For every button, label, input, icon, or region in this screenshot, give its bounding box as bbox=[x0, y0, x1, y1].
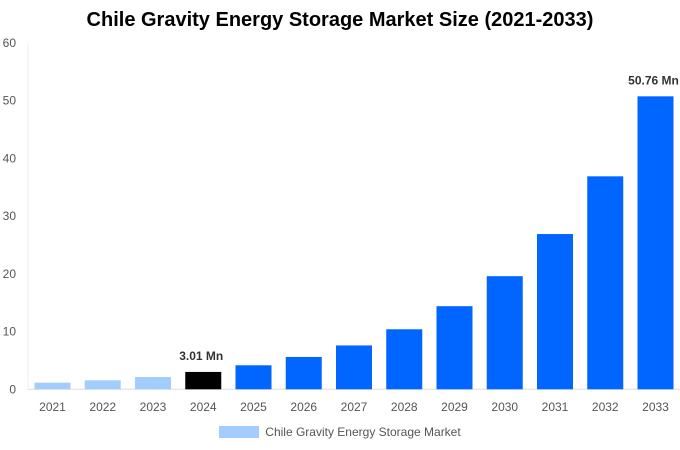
bar-2021 bbox=[34, 382, 71, 390]
bar-2031 bbox=[537, 234, 573, 390]
x-tick-label: 2030 bbox=[491, 400, 518, 414]
bar-2029 bbox=[436, 306, 473, 390]
y-tick-label: 10 bbox=[3, 325, 17, 339]
chart-title: Chile Gravity Energy Storage Market Size… bbox=[86, 9, 594, 31]
x-tick-label: 2027 bbox=[341, 400, 368, 414]
x-tick-label: 2031 bbox=[542, 400, 569, 414]
y-tick-label: 30 bbox=[3, 209, 17, 223]
y-tick-label: 60 bbox=[3, 36, 17, 50]
data-label: 3.01 Mn bbox=[179, 349, 223, 363]
legend-swatch bbox=[219, 426, 260, 438]
x-tick-label: 2028 bbox=[391, 400, 418, 414]
bar-2033 bbox=[637, 96, 674, 390]
bar-2027 bbox=[336, 345, 372, 390]
y-tick-label: 0 bbox=[9, 382, 16, 396]
y-tick-label: 40 bbox=[3, 151, 17, 165]
bar-2024 bbox=[185, 371, 222, 390]
bar-2023 bbox=[135, 377, 171, 390]
x-tick-label: 2029 bbox=[441, 400, 468, 414]
data-label: 50.76 Mn bbox=[628, 73, 679, 87]
x-tick-label: 2033 bbox=[642, 400, 669, 414]
x-tick-label: 2032 bbox=[592, 400, 619, 414]
x-tick-label: 2023 bbox=[140, 400, 167, 414]
x-tick-label: 2022 bbox=[89, 400, 116, 414]
y-tick-label: 50 bbox=[3, 94, 17, 108]
legend-label: Chile Gravity Energy Storage Market bbox=[265, 425, 461, 439]
bar-2030 bbox=[486, 276, 523, 390]
legend: Chile Gravity Energy Storage Market bbox=[0, 425, 680, 439]
x-tick-label: 2026 bbox=[290, 400, 317, 414]
y-tick-label: 20 bbox=[3, 267, 17, 281]
x-tick-label: 2021 bbox=[39, 400, 66, 414]
bar-2028 bbox=[386, 329, 423, 390]
bar-2032 bbox=[587, 176, 624, 390]
bar-2025 bbox=[235, 365, 272, 390]
bar-2022 bbox=[84, 380, 121, 390]
x-tick-label: 2024 bbox=[190, 400, 217, 414]
x-tick-label: 2025 bbox=[240, 400, 267, 414]
bar-2026 bbox=[285, 356, 322, 390]
